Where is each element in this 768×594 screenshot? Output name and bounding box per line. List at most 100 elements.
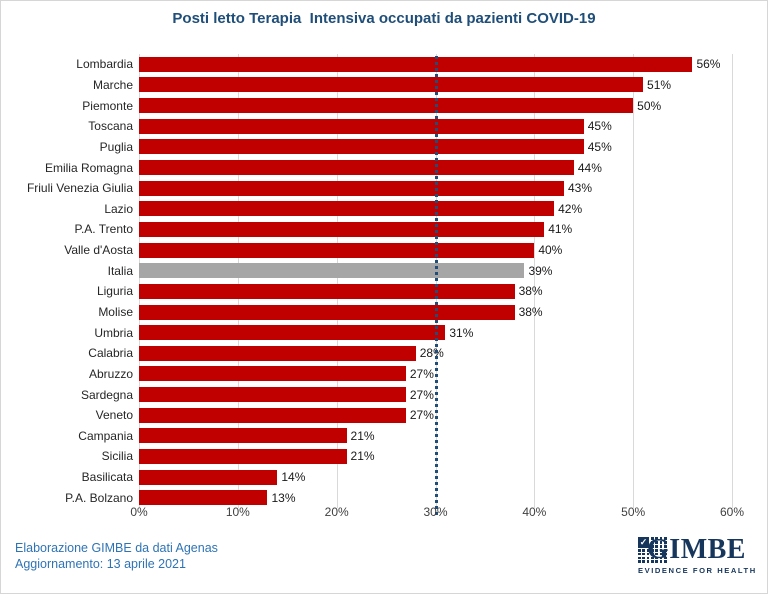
category-label: P.A. Bolzano: [65, 490, 133, 505]
logo-grid-cell: [650, 544, 654, 548]
category-label: Campania: [78, 428, 133, 443]
value-label: 41%: [548, 222, 573, 237]
category-label: Piemonte: [82, 98, 133, 113]
logo-grid-cell: [650, 560, 654, 564]
source-note: Elaborazione GIMBE da dati Agenas: [15, 541, 218, 555]
logo-grid-cell: [655, 540, 659, 544]
logo-grid-cell: [655, 537, 659, 540]
category-label: Liguria: [96, 284, 133, 299]
category-label: Emilia Romagna: [44, 160, 133, 175]
value-label: 45%: [587, 139, 612, 154]
gridline: [139, 54, 140, 508]
logo-grid-cell: [646, 552, 650, 556]
value-label: 21%: [350, 428, 375, 443]
value-label: 38%: [518, 284, 543, 299]
gimbe-checker-grid-icon: ✓: [638, 537, 667, 564]
logo-grid-cell: [650, 540, 654, 544]
bar-row: 28%: [139, 343, 732, 364]
value-label: 38%: [518, 305, 543, 319]
logo-grid-cell: [655, 548, 659, 552]
logo-grid-cell: [638, 560, 641, 564]
bar: [139, 98, 634, 114]
gridline: [732, 54, 733, 508]
bar: [139, 366, 406, 382]
bar-row: 38%: [139, 281, 732, 302]
update-note: Aggiornamento: 13 aprile 2021: [15, 557, 186, 571]
logo-grid-cell: [663, 544, 667, 548]
bar: [139, 469, 278, 485]
x-tick-label: 60%: [719, 505, 745, 519]
bar: [139, 56, 693, 72]
category-label: Abruzzo: [88, 366, 133, 381]
logo-grid-cell: [638, 556, 641, 560]
logo-grid-cell: [655, 552, 659, 556]
logo-grid-cell: [663, 540, 667, 544]
bar: [139, 180, 564, 196]
bar: [139, 201, 555, 217]
bar: [139, 221, 545, 237]
logo-grid-cell: [642, 556, 646, 560]
logo-grid-cell: [646, 560, 650, 564]
bar: [139, 77, 644, 93]
value-label: 27%: [409, 366, 434, 381]
value-label: 13%: [271, 490, 296, 505]
bar-row: 21%: [139, 426, 732, 447]
category-label: Veneto: [95, 408, 133, 423]
reference-line: [434, 56, 438, 516]
bar: [139, 160, 574, 176]
category-label: Calabria: [88, 346, 133, 361]
category-label: Basilicata: [81, 470, 133, 485]
logo-grid-cell: [663, 556, 667, 560]
bar-row: 39%: [139, 260, 732, 281]
bar-row: 13%: [139, 487, 732, 508]
bar: [139, 242, 535, 258]
value-label: 45%: [587, 119, 612, 134]
value-label: 56%: [696, 57, 721, 72]
bar-row: 27%: [139, 405, 732, 426]
footer-notes: Elaborazione GIMBE da dati Agenas Aggior…: [15, 540, 218, 572]
value-label: 14%: [281, 470, 306, 485]
bar-row: 27%: [139, 364, 732, 385]
logo-grid-cell: [655, 560, 659, 564]
logo-grid-cell: [659, 552, 663, 556]
bar: [139, 325, 446, 341]
plot-area: 56% 51% 50% 45% 45% 44% 43% 42% 41% 40% 39% 38% 38% 3…: [139, 54, 733, 516]
category-label: Toscana: [88, 119, 133, 134]
logo-grid-cell: [659, 556, 663, 560]
x-tick-label: 40%: [522, 505, 547, 519]
logo-grid-cell: [655, 544, 659, 548]
logo-grid-cell: [646, 556, 650, 560]
x-tick-label: 30%: [423, 505, 448, 519]
bar-row: 50%: [139, 95, 732, 116]
logo-check-icon: ✓: [638, 537, 649, 548]
logo-grid-cell: [659, 537, 663, 540]
bar-row: 45%: [139, 116, 732, 137]
bar-row: 42%: [139, 198, 732, 219]
value-label: 21%: [350, 449, 375, 464]
bar-row: 21%: [139, 446, 732, 467]
bar-row: 14%: [139, 467, 732, 488]
logo-grid-cell: [650, 556, 654, 560]
x-axis: 0% 10% 20% 30% 40% 50% 60%: [130, 505, 744, 521]
bar-row: 56%: [139, 54, 732, 75]
x-tick-label: 50%: [621, 505, 646, 519]
bar: [139, 304, 515, 320]
bar: [139, 428, 347, 444]
category-label: Sardegna: [80, 387, 133, 402]
logo-grid-cell: [659, 540, 663, 544]
bar-row: 31%: [139, 322, 732, 343]
bar-row: 43%: [139, 178, 732, 199]
value-label: 51%: [647, 77, 672, 92]
logo-grid-cell: [642, 548, 646, 552]
value-label: 27%: [409, 387, 434, 402]
bar-rows: 56% 51% 50% 45% 45% 44% 43% 42% 41% 40% 39% 38% 38% 3…: [139, 54, 732, 508]
logo-grid-cell: [663, 548, 667, 552]
bar: [139, 263, 525, 279]
category-labels: Lombardia Marche Piemonte Toscana Puglia Emil…: [1, 54, 133, 508]
bar: [139, 490, 268, 506]
category-label: Lombardia: [76, 57, 133, 72]
value-label: 50%: [637, 98, 662, 113]
bar: [139, 118, 584, 134]
category-label: Valle d'Aosta: [64, 243, 133, 258]
